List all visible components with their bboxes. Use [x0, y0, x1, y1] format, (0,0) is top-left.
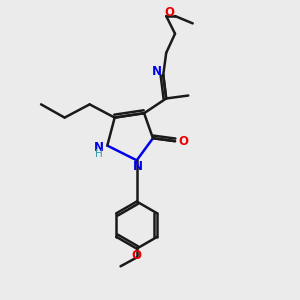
Text: N: N: [133, 160, 143, 173]
Text: O: O: [132, 249, 142, 262]
Text: N: N: [152, 65, 162, 79]
Text: N: N: [94, 141, 103, 154]
Text: O: O: [165, 6, 175, 19]
Text: H: H: [94, 149, 102, 159]
Text: O: O: [178, 135, 189, 148]
